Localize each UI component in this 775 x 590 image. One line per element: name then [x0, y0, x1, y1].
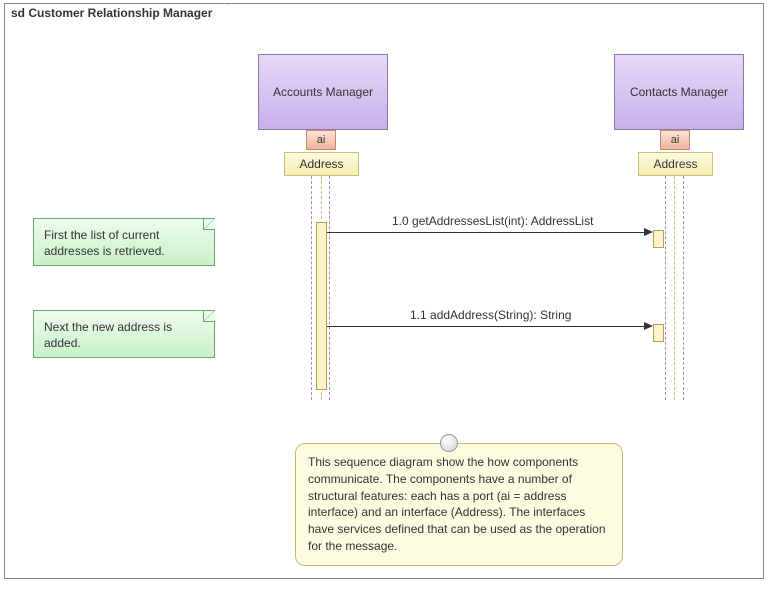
- lifeline-dash: [674, 176, 675, 400]
- description-note: This sequence diagram show the how compo…: [295, 443, 623, 566]
- port-ai-accounts: ai: [306, 130, 336, 150]
- arrow-head-icon: [644, 322, 653, 330]
- lifeline-dash: [683, 176, 684, 400]
- lifeline-dash: [665, 176, 666, 400]
- note-fold-icon: [203, 310, 215, 322]
- description-anchor-icon: [440, 434, 458, 452]
- note-text: First the list of current addresses is r…: [44, 228, 165, 258]
- lifeline-accounts-manager: Accounts Manager: [258, 54, 388, 130]
- port-label: ai: [317, 134, 326, 146]
- port-label: ai: [671, 134, 680, 146]
- note: Next the new address is added.: [33, 310, 215, 358]
- interface-address-accounts: Address: [284, 152, 359, 176]
- note-fold-icon: [203, 218, 215, 230]
- interface-label: Address: [653, 157, 697, 171]
- lifeline-contacts-manager: Contacts Manager: [614, 54, 744, 130]
- lifeline-label: Contacts Manager: [630, 85, 728, 99]
- diagram-canvas: sd Customer Relationship Manager Account…: [0, 0, 775, 590]
- port-ai-contacts: ai: [660, 130, 690, 150]
- arrow-head-icon: [644, 228, 653, 236]
- lifeline-label: Accounts Manager: [273, 85, 373, 99]
- activation-bar: [316, 222, 327, 390]
- interface-address-contacts: Address: [638, 152, 713, 176]
- lifeline-dash: [311, 176, 312, 400]
- description-text: This sequence diagram show the how compo…: [308, 455, 606, 553]
- message-arrow: [327, 232, 644, 233]
- note: First the list of current addresses is r…: [33, 218, 215, 266]
- message-label: 1.0 getAddressesList(int): AddressList: [392, 214, 593, 228]
- interface-label: Address: [299, 157, 343, 171]
- message-arrow: [327, 326, 644, 327]
- activation-bar: [653, 324, 664, 342]
- activation-bar: [653, 230, 664, 248]
- frame-title: sd Customer Relationship Manager: [4, 3, 229, 21]
- message-label: 1.1 addAddress(String): String: [410, 308, 571, 322]
- lifeline-dash: [329, 176, 330, 400]
- note-text: Next the new address is added.: [44, 320, 172, 350]
